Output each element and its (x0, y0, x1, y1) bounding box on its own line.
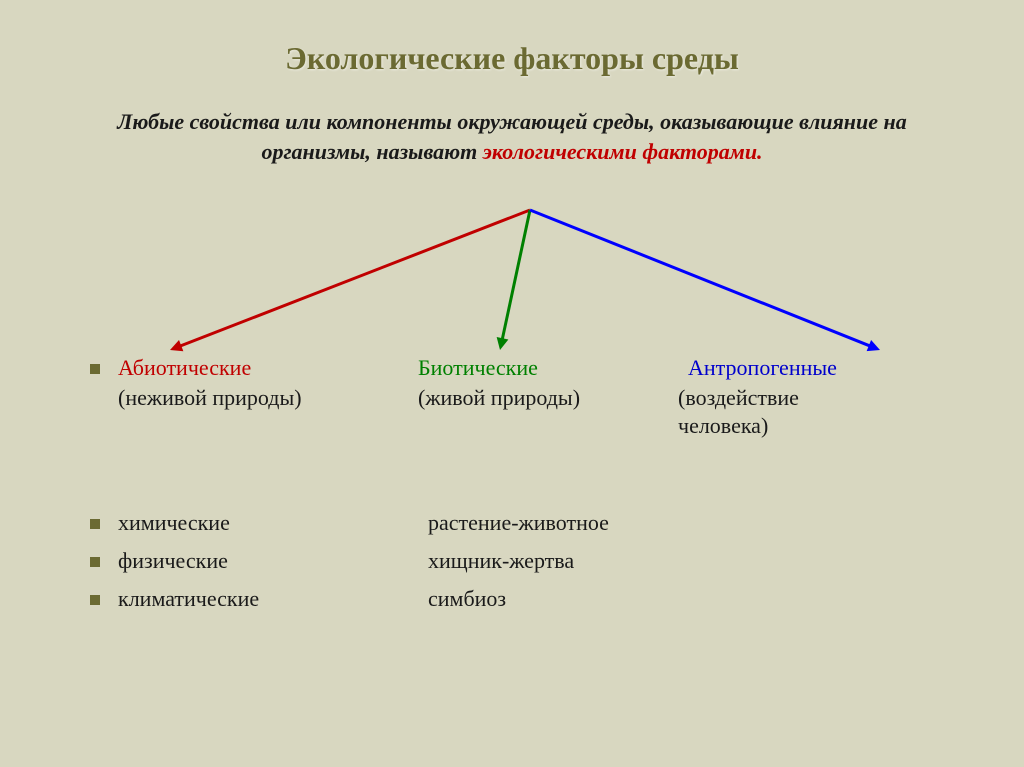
slide-title: Экологические факторы среды (0, 0, 1024, 77)
definition-term: экологическими факторами. (483, 139, 763, 164)
categories-block: Абиотические Биотические Антропогенные (… (0, 355, 1024, 439)
note-abiotic: (неживой природы) (118, 385, 418, 411)
note-biotic: (живой природы) (418, 385, 678, 411)
category-notes-row: (неживой природы) (живой природы) (возде… (0, 385, 1024, 411)
example-physical: физические (118, 548, 428, 574)
bullet-icon (90, 364, 100, 374)
example-row-3: климатические симбиоз (0, 586, 1024, 612)
spacer (118, 413, 678, 439)
examples-block: химические растение-животное физические … (0, 510, 1024, 624)
example-row-1: химические растение-животное (0, 510, 1024, 536)
bullet-icon (90, 595, 100, 605)
example-plant-animal: растение-животное (428, 510, 609, 536)
bullet-icon (90, 519, 100, 529)
bullet-icon (90, 557, 100, 567)
example-predator-prey: хищник-жертва (428, 548, 574, 574)
example-chemical: химические (118, 510, 428, 536)
example-climatic: климатические (118, 586, 428, 612)
category-abiotic: Абиотические (118, 355, 418, 381)
example-symbiosis: симбиоз (428, 586, 506, 612)
note-anthropogenic-2: человека) (678, 413, 768, 439)
category-anthropogenic: Антропогенные (688, 355, 837, 381)
example-row-2: физические хищник-жертва (0, 548, 1024, 574)
definition-text: Любые свойства или компоненты окружающей… (0, 107, 1024, 166)
category-labels-row: Абиотические Биотические Антропогенные (0, 355, 1024, 381)
category-biotic: Биотические (418, 355, 688, 381)
note-anthropogenic: (воздействие (678, 385, 799, 411)
category-notes-row-2: человека) (0, 413, 1024, 439)
